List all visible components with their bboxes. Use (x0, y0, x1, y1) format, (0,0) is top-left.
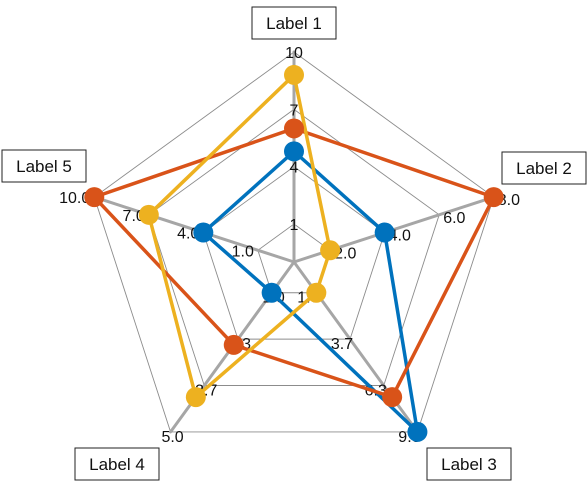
series-3-point-3 (306, 282, 327, 303)
axis-label-box-1 (251, 6, 337, 40)
series-2-point-4 (223, 334, 244, 355)
tick-label-axis5-4: 10.0 (59, 190, 90, 207)
tick-label-axis1-4: 10 (285, 45, 303, 62)
series-1-line (201, 149, 420, 434)
axis-label-1: Label 1 (266, 14, 322, 33)
series-2-point-1 (284, 118, 304, 139)
series-3-point-2 (320, 240, 341, 261)
axis-label-2: Label 2 (516, 159, 572, 178)
axis-label-box-4 (74, 447, 160, 481)
tick-label-axis4-4: 5.0 (161, 429, 183, 446)
axis-label-5: Label 5 (16, 157, 72, 176)
series-1-point-5 (193, 222, 214, 243)
axis-label-box-3 (426, 447, 512, 481)
grid-ring-2 (202, 166, 386, 340)
axis-label-4: Label 4 (89, 455, 145, 474)
series-2-point-5 (84, 187, 105, 208)
grid-ring-4 (93, 51, 495, 433)
tick-label-axis1-2: 4 (290, 160, 299, 177)
tick-label-axis3-2: 3.7 (331, 336, 353, 353)
tick-label-axis1-3: 7 (290, 102, 299, 119)
series-1-point-3 (407, 421, 428, 442)
tick-label-axis5-1: 1.0 (232, 243, 254, 260)
series-3-point-5 (138, 204, 159, 225)
tick-label-axis1-1: 1 (290, 217, 299, 234)
series-2-point-3 (382, 387, 403, 408)
series-1-point-4 (261, 282, 282, 303)
series-3-point-4 (185, 387, 206, 408)
series-1-point-1 (284, 141, 304, 162)
axis-label-box-2 (501, 151, 587, 185)
axis-label-3: Label 3 (441, 455, 497, 474)
series-3-point-1 (284, 64, 304, 85)
series-2-point-2 (483, 187, 504, 208)
axis-label-box-5 (1, 149, 87, 183)
series-2-line (92, 126, 496, 399)
grid-ring-3 (148, 108, 440, 386)
series-3-line (147, 73, 332, 399)
series-1-point-2 (374, 222, 395, 243)
tick-label-axis2-3: 6.0 (443, 210, 465, 227)
